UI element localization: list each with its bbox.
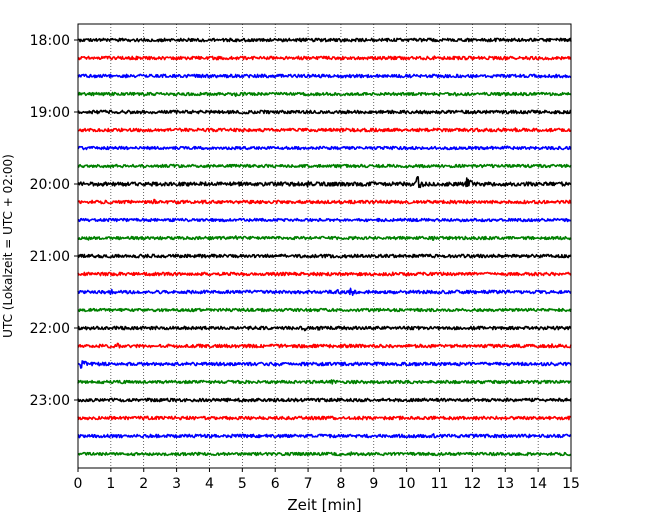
trace-2030 (77, 217, 572, 223)
trace-2300 (77, 397, 572, 403)
x-tick-label: 6 (271, 476, 280, 492)
x-tick-label: 0 (74, 476, 83, 492)
trace-1930 (77, 145, 572, 151)
plot-frame (77, 23, 572, 469)
trace-2045 (77, 235, 572, 242)
trace-2245 (77, 379, 572, 385)
x-axis: 0 1 2 3 4 5 6 7 8 9 10 11 12 13 14 15 (74, 468, 580, 492)
x-tick-label: 11 (431, 476, 449, 492)
x-tick-label: 7 (304, 476, 313, 492)
x-grid (110, 24, 539, 468)
y-tick-label: 23:00 (30, 393, 70, 409)
trace-1815 (77, 55, 572, 61)
x-axis-label: Zeit [min] (287, 496, 361, 514)
x-tick-label: 9 (369, 476, 378, 492)
trace-2100 (77, 253, 572, 259)
trace-1800 (77, 37, 572, 43)
x-tick-label: 8 (336, 476, 345, 492)
trace-1845 (77, 91, 572, 98)
x-tick-label: 5 (238, 476, 247, 492)
y-axis: 18:00 19:00 20:00 21:00 22:00 23:00 (30, 33, 78, 409)
x-tick-label: 12 (463, 476, 481, 492)
y-tick-label: 19:00 (30, 105, 70, 121)
y-tick-label: 21:00 (30, 249, 70, 265)
x-tick-label: 2 (139, 476, 148, 492)
y-tick-label: 20:00 (30, 177, 70, 193)
trace-2115 (77, 271, 572, 277)
trace-2015 (77, 198, 572, 205)
x-tick-label: 15 (562, 476, 580, 492)
trace-2230 (77, 360, 572, 369)
x-tick-label: 13 (496, 476, 514, 492)
x-tick-label: 3 (172, 476, 181, 492)
y-axis-label: UTC (Lokalzeit = UTC + 02:00) (1, 154, 15, 338)
y-tick-label: 18:00 (30, 33, 70, 49)
trace-1900 (77, 109, 572, 115)
trace-2315 (77, 415, 572, 421)
trace-1915 (77, 127, 572, 133)
y-tick-label: 22:00 (30, 321, 70, 337)
x-tick-label: 10 (398, 476, 416, 492)
trace-2000 (77, 176, 572, 189)
trace-2345 (77, 451, 572, 457)
trace-2200 (77, 325, 572, 332)
traces (77, 37, 572, 457)
x-tick-label: 4 (205, 476, 214, 492)
trace-1945 (77, 163, 572, 169)
trace-2130 (77, 287, 572, 296)
trace-2215 (77, 342, 572, 349)
trace-2330 (77, 433, 572, 439)
trace-2145 (77, 307, 572, 313)
x-tick-label: 14 (529, 476, 547, 492)
trace-1830 (77, 73, 572, 79)
x-tick-label: 1 (106, 476, 115, 492)
